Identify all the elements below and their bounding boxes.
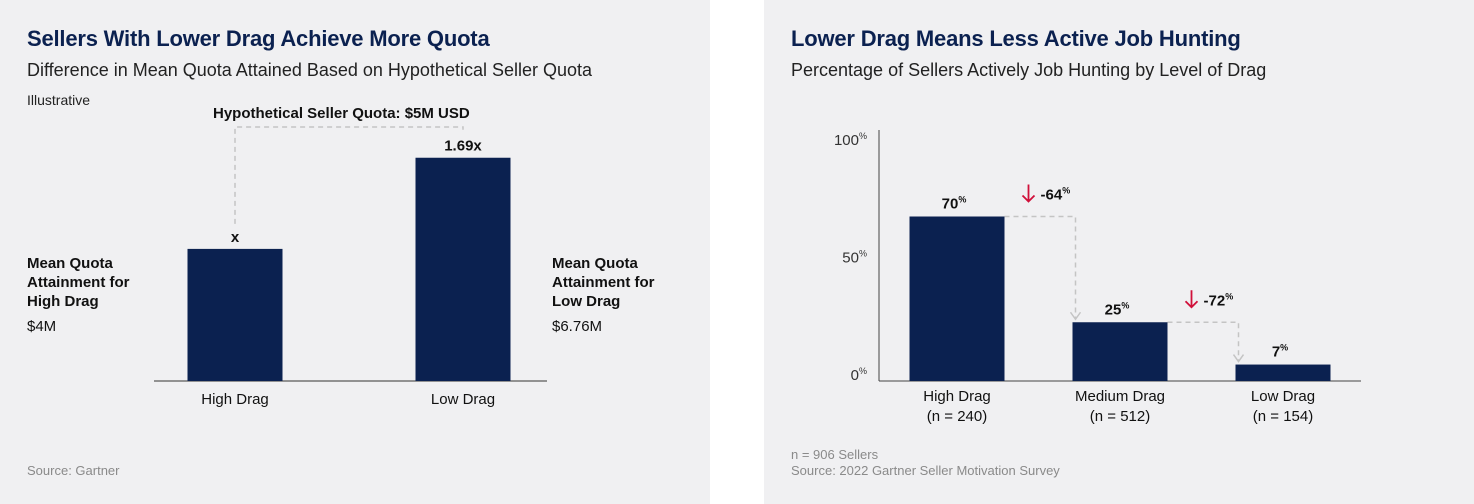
bar-value-label: x [231,229,240,246]
bar-low-drag [415,157,511,381]
right-bar-chart: 0% 50% 100% 70% 25% 7% -64% -72% [834,130,1361,384]
left-bar-chart: x 1.69x [154,126,547,382]
bar-value-label: 1.69x [444,138,482,155]
bar-value-label: 7% [1272,343,1288,361]
x-tick-label: Low Drag [430,391,496,408]
bar-value-label: 70% [942,195,967,213]
left-chart-panel: Sellers With Lower Drag Achieve More Quo… [0,0,710,504]
bar-low-drag [1235,364,1331,381]
bar-high-drag [187,248,283,381]
right-annotation-line1: Mean Quota [552,255,638,272]
change-connector-line [1167,321,1240,362]
left-annotation-line3: High Drag [27,293,99,310]
left-source: Source: Gartner [27,463,120,478]
bar-high-drag [909,216,1005,381]
down-arrowhead-icon [1069,311,1082,321]
right-chart-subtitle: Percentage of Sellers Actively Job Hunti… [791,60,1267,80]
quota-bracket-line [234,126,464,224]
left-chart-subtitle: Difference in Mean Quota Attained Based … [27,60,593,80]
right-annotation-value: $6.76M [552,318,603,335]
right-chart-title: Lower Drag Means Less Active Job Hunting [791,26,1241,51]
left-annotation-line1: Mean Quota [27,255,113,272]
left-annotation-line2: Attainment for [27,274,130,291]
y-tick-label: 0% [851,366,867,384]
change-label: -64% [1041,186,1071,204]
right-source: Source: 2022 Gartner Seller Motivation S… [791,463,1060,478]
bar-value-label: 25% [1105,300,1130,318]
bar-medium-drag [1072,322,1168,381]
left-chart-title: Sellers With Lower Drag Achieve More Quo… [27,26,490,51]
right-annotation-line3: Low Drag [552,293,621,310]
right-chart-panel: Lower Drag Means Less Active Job Hunting… [764,0,1474,504]
bracket-label: Hypothetical Seller Quota: $5M USD [213,105,470,122]
y-tick-label: 100% [834,131,867,149]
x-tick-label: High Drag (n = 240) [923,388,991,425]
x-tick-label: Medium Drag (n = 512) [1074,388,1166,425]
right-annotation-line2: Attainment for [552,274,655,291]
left-annotation-value: $4M [27,318,57,335]
sample-size-note: n = 906 Sellers [791,447,879,462]
change-connector-line [1004,215,1077,320]
change-label: -72% [1204,291,1234,309]
illustrative-note: Illustrative [27,92,91,108]
x-tick-label: Low Drag (n = 154) [1250,388,1316,425]
down-arrowhead-icon [1232,354,1245,363]
decrease-arrow-icon [1184,290,1199,309]
y-tick-label: 50% [842,249,867,267]
decrease-arrow-icon [1021,184,1036,203]
x-tick-label: High Drag [201,391,269,408]
